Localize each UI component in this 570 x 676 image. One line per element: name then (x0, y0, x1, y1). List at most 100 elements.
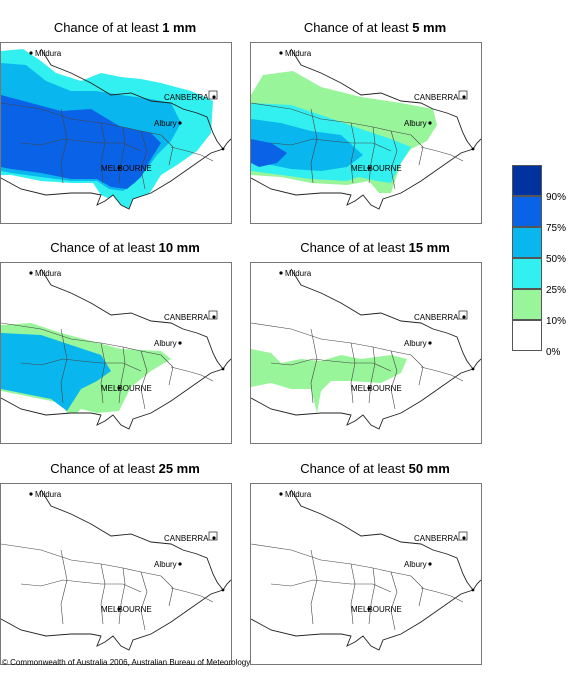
district-boundary (270, 579, 392, 593)
panel-amount: 25 mm (158, 461, 200, 476)
district-boundary (420, 587, 464, 603)
legend-label: 75% (546, 223, 567, 234)
place-label: CANBERRA (164, 313, 209, 322)
legend-label: 90% (546, 192, 567, 203)
place-label: Albury (404, 339, 427, 348)
district-boundary (118, 126, 126, 184)
district-boundary (100, 122, 106, 184)
rain-map-1mm: Mildura CANBERRA Albury MELBOURNE (0, 42, 232, 224)
place-label: Mildura (35, 490, 62, 499)
map-svg: Mildura CANBERRA Albury MELBOURNE (251, 489, 481, 664)
panel-amount: 15 mm (408, 240, 450, 255)
place-marker (117, 607, 121, 611)
rain-map-10mm: Mildura CANBERRA Albury MELBOURNE (0, 262, 232, 444)
panel-10mm: Chance of at least 10 mm Mildura CANBERRA… (0, 240, 250, 455)
probability-area (1, 333, 111, 411)
legend-label: 50% (546, 254, 567, 265)
place-label: Albury (154, 560, 177, 569)
district-boundary (368, 346, 376, 404)
place-label: CANBERRA (164, 93, 209, 102)
legend-swatch (512, 289, 542, 320)
place-label: CANBERRA (164, 534, 209, 543)
probability-area (251, 139, 287, 167)
district-boundary (350, 563, 356, 625)
act-boundary (458, 90, 468, 100)
place-label: Albury (154, 339, 177, 348)
coastline (251, 358, 481, 430)
place-label: MELBOURNE (101, 384, 152, 393)
district-boundary (170, 587, 214, 603)
place-marker (178, 562, 182, 566)
place-marker (212, 95, 216, 99)
district-boundary (20, 358, 142, 372)
district-boundary (390, 571, 398, 631)
district-boundary (420, 146, 464, 162)
place-marker (462, 315, 466, 319)
panel-15mm: Chance of at least 15 mm Mildura CANBERRA… (250, 240, 500, 455)
probability-legend: 90% 75% 50% 25% 10% 0% (512, 165, 566, 358)
place-marker (279, 51, 283, 55)
sea (1, 580, 231, 664)
place-label: Albury (404, 119, 427, 128)
district-boundary (350, 122, 356, 184)
place-marker (29, 271, 33, 275)
district-boundary (170, 146, 214, 162)
legend-swatch (512, 258, 542, 289)
district-boundary (140, 571, 148, 631)
act-boundary (208, 90, 218, 100)
state-border (290, 489, 474, 591)
place-marker (428, 121, 432, 125)
district-boundary (60, 328, 68, 404)
state-border (40, 489, 224, 591)
coastline (251, 579, 481, 651)
rain-map-50mm: Mildura CANBERRA Albury MELBOURNE (250, 483, 482, 665)
panel-1mm: Chance of at least 1 mm Mildura CANBERRA A… (0, 20, 250, 235)
district-boundary (390, 130, 398, 190)
point-marker (471, 367, 475, 371)
place-marker (279, 492, 283, 496)
point-marker (221, 588, 225, 592)
place-label: MELBOURNE (101, 164, 152, 173)
place-marker (117, 386, 121, 390)
place-marker (178, 341, 182, 345)
state-border (290, 268, 474, 370)
place-label: Mildura (35, 49, 62, 58)
district-boundary (310, 108, 318, 184)
place-label: CANBERRA (414, 534, 459, 543)
panel-title: Chance of at least 5 mm (303, 20, 447, 35)
legend-label: 0% (546, 347, 561, 358)
sea (1, 359, 231, 443)
place-marker (367, 607, 371, 611)
state-border (290, 48, 474, 150)
place-marker (279, 271, 283, 275)
legend-swatch (512, 196, 542, 227)
district-boundary (100, 342, 106, 404)
place-marker (462, 536, 466, 540)
place-marker (212, 536, 216, 540)
map-svg: Mildura CANBERRA Albury MELBOURNE (251, 48, 481, 223)
place-marker (462, 95, 466, 99)
panel-title: Chance of at least 10 mm (50, 240, 200, 255)
legend-label: 25% (546, 285, 567, 296)
point-marker (471, 588, 475, 592)
rain-map-5mm: Mildura CANBERRA Albury MELBOURNE (250, 42, 482, 224)
district-boundary (20, 579, 142, 593)
coastline (1, 579, 231, 651)
district-boundary (118, 346, 126, 404)
copyright-notice: © Commonwealth of Australia 2006, Austra… (2, 658, 251, 667)
place-label: Albury (154, 119, 177, 128)
coastline (1, 358, 231, 430)
place-label: CANBERRA (414, 313, 459, 322)
act-boundary (208, 310, 218, 320)
panel-25mm: Chance of at least 25 mm Mildura CANBERRA… (0, 461, 250, 676)
place-label: Mildura (35, 269, 62, 278)
district-boundary (310, 549, 318, 625)
sea (251, 359, 481, 443)
district-boundary (270, 358, 392, 372)
district-boundary (270, 138, 392, 152)
district-boundary (350, 342, 356, 404)
place-marker (367, 166, 371, 170)
probability-area (251, 349, 407, 413)
panel-50mm: Chance of at least 50 mm Mildura CANBERRA… (250, 461, 500, 676)
place-label: Mildura (285, 49, 312, 58)
